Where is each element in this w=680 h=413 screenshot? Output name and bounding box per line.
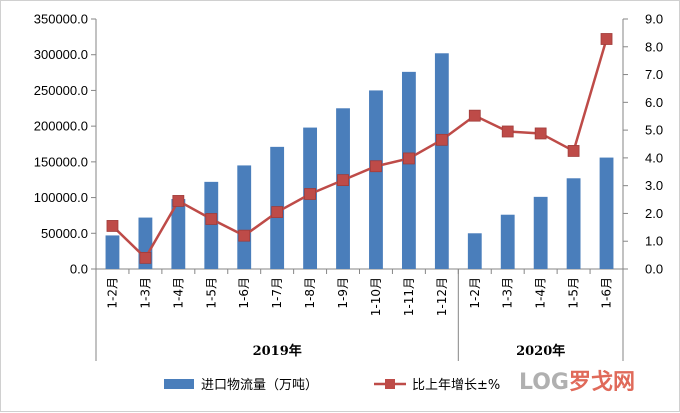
legend-swatch-marker — [385, 379, 395, 389]
line-point — [468, 109, 481, 122]
line-point — [172, 195, 185, 207]
watermark-text: LOG罗戈网 — [519, 370, 635, 395]
line-point — [370, 160, 382, 173]
right-tick-label: 2.0 — [645, 206, 663, 221]
right-tick-label: 5.0 — [645, 123, 663, 138]
left-tick-label: 350000.0 — [34, 12, 88, 27]
category-label: 1-6月 — [600, 277, 614, 309]
line-point — [534, 127, 547, 140]
category-label: 1-9月 — [336, 277, 350, 309]
line-point — [435, 133, 448, 146]
left-tick-label: 250000.0 — [34, 83, 88, 98]
category-label: 1-7月 — [270, 277, 284, 309]
line-point — [238, 229, 251, 242]
category-label: 1-6月 — [237, 277, 251, 309]
category-label: 1-3月 — [138, 277, 152, 309]
watermark-logo: LOG罗戈网 — [519, 370, 635, 395]
bar — [401, 71, 416, 269]
bar — [566, 178, 581, 269]
category-label: 1-10月 — [369, 277, 383, 316]
line-point — [501, 125, 514, 138]
category-label: 1-2月 — [105, 277, 119, 309]
legend-label-bar: 进口物流量（万吨） — [201, 378, 318, 393]
category-label: 1-4月 — [171, 277, 185, 309]
category-label: 1-5月 — [204, 277, 218, 309]
category-label: 1-8月 — [303, 277, 317, 309]
left-tick-label: 200000.0 — [34, 119, 88, 134]
right-tick-label: 4.0 — [645, 150, 663, 165]
right-tick-label: 7.0 — [645, 67, 663, 82]
bar — [533, 196, 548, 269]
bar — [434, 53, 449, 270]
left-tick-label: 300000.0 — [34, 47, 88, 62]
left-tick-label: 50000.0 — [41, 226, 88, 241]
line-point — [139, 251, 152, 264]
left-tick-label: 150000.0 — [34, 154, 88, 169]
group-labels: 2019年 2020年 — [95, 269, 624, 361]
category-label: 1-12月 — [435, 277, 449, 316]
line-series — [106, 33, 613, 264]
line-point — [106, 220, 119, 232]
line-point — [337, 174, 349, 187]
category-label: 1-11月 — [402, 277, 416, 316]
category-label: 1-5月 — [567, 277, 581, 309]
line-point — [304, 188, 316, 200]
legend-swatch-bar — [164, 379, 194, 389]
right-tick-label: 9.0 — [645, 12, 663, 27]
bar — [599, 157, 614, 269]
axes: 0.0 50000.0 100000.0 150000.0 200000.0 250000… — [34, 12, 663, 277]
bar — [105, 235, 120, 269]
growth-line — [111, 38, 608, 260]
category-label: 1-4月 — [534, 277, 548, 309]
legend-label-line: 比上年增长±% — [412, 378, 500, 393]
bar — [369, 90, 383, 269]
line-point — [205, 213, 218, 225]
left-tick-label: 0.0 — [70, 262, 88, 277]
bar-series — [105, 53, 614, 270]
category-label: 1-3月 — [501, 277, 515, 309]
line-point — [567, 145, 580, 157]
group-label: 2019年 — [253, 343, 302, 359]
category-label: 1-2月 — [468, 277, 482, 309]
legend: 进口物流量（万吨） 比上年增长±% — [164, 378, 500, 393]
left-tick-label: 100000.0 — [34, 190, 88, 205]
group-label: 2020年 — [516, 343, 565, 359]
bar — [171, 199, 186, 269]
bar — [467, 233, 482, 269]
bar — [204, 181, 219, 269]
line-point — [271, 206, 284, 218]
line-point — [403, 152, 415, 165]
bar — [336, 108, 350, 270]
right-tick-label: 6.0 — [645, 95, 663, 110]
bar — [500, 214, 515, 269]
bar — [237, 165, 252, 269]
line-point — [600, 33, 613, 45]
right-tick-label: 1.0 — [645, 234, 663, 249]
right-tick-label: 0.0 — [645, 262, 663, 277]
right-tick-label: 8.0 — [645, 39, 663, 54]
right-tick-label: 3.0 — [645, 178, 663, 193]
category-labels: 1-2月 1-3月 1-4月 1-5月 1-6月 1-7月 1-8月 1-9月 1-10月 1-1… — [105, 277, 613, 316]
